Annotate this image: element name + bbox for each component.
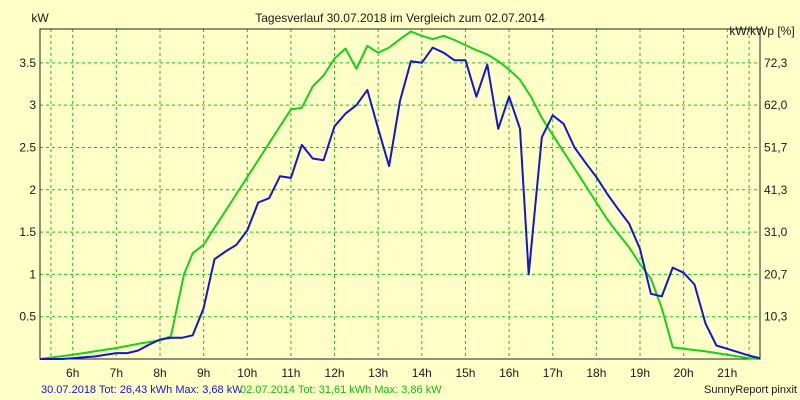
x-tick-label: 13h — [368, 366, 388, 380]
x-tick-label: 20h — [674, 366, 694, 380]
credit-label: SunnyReport pinxit — [704, 384, 797, 396]
series-line-2018 — [40, 46, 761, 360]
x-tick-label: 15h — [455, 366, 475, 380]
legend-series-2014: 02.07.2014 Tot: 31,61 kWh Max: 3,86 kW — [240, 384, 442, 396]
y-axis-right-label: kW/kWp [%] — [729, 24, 794, 38]
plot-frame — [39, 28, 761, 360]
x-tick-label: 18h — [586, 366, 606, 380]
y-tick-label-left: 3 — [29, 98, 36, 112]
x-tick-label: 9h — [197, 366, 210, 380]
y-tick-label-left: 2.5 — [19, 140, 36, 154]
legend-series-2018: 30.07.2018 Tot: 26,43 kWh Max: 3,68 kW — [41, 384, 243, 396]
series-line-2014 — [39, 30, 761, 360]
y-tick-label-right: 41,3 — [764, 183, 788, 197]
x-tick-label: 6h — [66, 366, 79, 380]
x-tick-label: 16h — [499, 366, 519, 380]
x-tick-label: 14h — [412, 366, 432, 380]
x-tick-label: 19h — [630, 366, 650, 380]
x-tick-label: 21h — [717, 366, 737, 380]
y-tick-label-left: 1.5 — [19, 225, 36, 239]
x-tick-label: 10h — [237, 366, 257, 380]
y-tick-label-left: 1 — [29, 267, 36, 281]
y-tick-label-right: 31,0 — [764, 225, 788, 239]
y-tick-label-right: 51,7 — [764, 140, 788, 154]
y-axis-left-label: kW — [31, 11, 49, 25]
x-tick-label: 8h — [153, 366, 166, 380]
y-tick-label-right: 72,3 — [764, 56, 788, 70]
y-tick-label-right: 62,0 — [764, 98, 788, 112]
y-tick-label-right: 10,3 — [764, 310, 788, 324]
y-tick-label-right: 20,7 — [764, 267, 788, 281]
y-tick-label-left: 2 — [29, 183, 36, 197]
x-tick-label: 7h — [110, 366, 123, 380]
series-lines — [39, 30, 761, 360]
chart-title: Tagesverlauf 30.07.2018 im Vergleich zum… — [255, 11, 545, 25]
x-tick-label: 12h — [325, 366, 345, 380]
x-tick-label: 17h — [543, 366, 563, 380]
axis-ticks: 6h 7h 8h 9h 10h 11h 12h 13h 14h 15h 16h 17h 18h 19h 20… — [19, 56, 787, 380]
x-tick-label: 11h — [281, 366, 300, 380]
y-tick-label-left: 3.5 — [19, 56, 36, 70]
grid — [40, 29, 760, 359]
y-tick-label-left: 0.5 — [19, 310, 36, 324]
